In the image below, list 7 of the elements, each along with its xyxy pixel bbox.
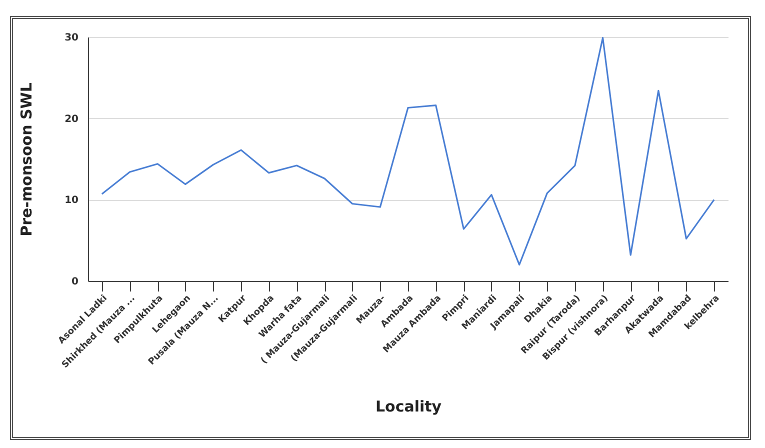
line-series (101, 37, 715, 266)
y-tick-label: 20 (64, 114, 79, 125)
y-tick-label: 0 (72, 276, 79, 288)
y-tick-label: 30 (64, 32, 79, 44)
x-axis-title: Locality (375, 398, 442, 416)
y-tick-label: 10 (64, 195, 79, 206)
y-axis-title: Pre-monsoon SWL (18, 82, 36, 236)
